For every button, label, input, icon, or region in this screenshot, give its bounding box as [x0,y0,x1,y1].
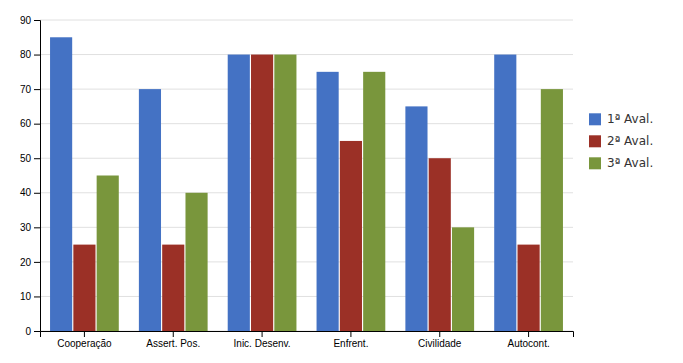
y-tick-label: 60 [20,118,32,129]
y-tick-label: 20 [20,257,32,268]
grid-line [40,123,573,124]
legend: 1ª Aval. 2ª Aval. 3ª Aval. [589,112,653,170]
grid-line [40,54,573,55]
x-tick: Autocont. [507,331,549,349]
grid-line [40,296,573,297]
y-tick-line [34,227,40,228]
legend-swatch [589,113,601,125]
legend-item: 1ª Aval. [589,112,653,126]
bar [139,89,161,331]
y-tick: 70 [20,84,40,95]
y-tick-line [34,55,40,56]
x-tick: Assert. Pos. [146,331,200,349]
x-tick-label: Cooperação [57,338,112,349]
x-tick-line [173,331,174,337]
y-tick-label: 80 [20,49,32,60]
y-tick-label: 40 [20,187,32,198]
x-tick: Enfrent. [333,331,368,349]
grid-line [40,20,573,21]
x-tick-label: Enfrent. [333,338,368,349]
bar [162,245,184,331]
bar [73,245,95,331]
bar [363,72,385,331]
legend-item: 2ª Aval. [589,134,653,148]
bar-series [73,55,539,331]
bar [185,193,207,331]
y-tick: 40 [20,187,40,198]
bar [452,227,474,331]
y-tick-label: 90 [20,15,32,26]
chart: 0 10 20 30 40 50 60 70 80 90 Cooperação Assert. Pos… [0,0,683,363]
x-axis-line [41,332,574,338]
y-tick-line [34,89,40,90]
y-tick-line [34,124,40,125]
legend-swatch [589,157,601,169]
x-tick-line [528,331,529,337]
bar [429,158,451,331]
y-tick: 80 [20,49,40,60]
bar-series [97,55,563,331]
grid [40,20,573,331]
y-axis: 0 10 20 30 40 50 60 70 80 90 [20,15,41,337]
legend-label: 1ª Aval. [607,112,653,126]
bar [405,106,427,331]
y-tick: 60 [20,118,40,129]
x-tick: Cooperação [57,331,112,349]
bar [494,55,516,331]
y-tick: 0 [25,326,40,337]
y-tick-line [34,331,40,332]
y-tick: 30 [20,222,40,233]
y-tick-label: 70 [20,84,32,95]
bar [518,245,540,331]
legend-label: 3ª Aval. [607,156,653,170]
plot: 0 10 20 30 40 50 60 70 80 90 Cooperação Assert. Pos… [20,15,574,349]
x-tick-line [439,331,440,337]
bars [50,37,563,331]
x-tick-label: Autocont. [507,338,549,349]
y-tick-line [34,262,40,263]
grid-line [40,192,573,193]
grid-line [40,261,573,262]
bar [228,55,250,331]
grid-line [40,227,573,228]
x-tick-label: Civilidade [418,338,462,349]
grid-line [40,158,573,159]
bar-series [50,37,516,331]
y-tick-line [34,193,40,194]
x-tick-line [84,331,85,337]
bar [97,176,119,332]
x-axis: Cooperação Assert. Pos. Inic. Desenv. Enfre… [41,331,574,349]
y-tick-label: 50 [20,153,32,164]
legend-swatch [589,135,601,147]
legend-label: 2ª Aval. [607,134,653,148]
x-tick: Civilidade [418,331,462,349]
x-tick: Inic. Desenv. [234,331,291,349]
bar [317,72,339,331]
bar [541,89,563,331]
x-tick-line [350,331,351,337]
bar [340,141,362,331]
x-tick-label: Inic. Desenv. [234,338,291,349]
bar [251,55,273,331]
y-tick: 50 [20,153,40,164]
legend-item: 3ª Aval. [589,156,653,170]
x-tick-line [262,331,263,337]
y-tick: 20 [20,257,40,268]
bar [274,55,296,331]
y-tick-line [34,158,40,159]
y-axis-line [34,21,41,332]
y-tick-label: 30 [20,222,32,233]
y-tick: 10 [20,291,40,302]
y-tick-label: 0 [25,326,31,337]
grid-line [40,89,573,90]
y-tick-line [34,296,40,297]
x-tick-label: Assert. Pos. [146,338,200,349]
y-tick: 90 [20,15,40,26]
y-tick-label: 10 [20,291,32,302]
bar [50,37,72,331]
y-tick-line [34,20,40,21]
